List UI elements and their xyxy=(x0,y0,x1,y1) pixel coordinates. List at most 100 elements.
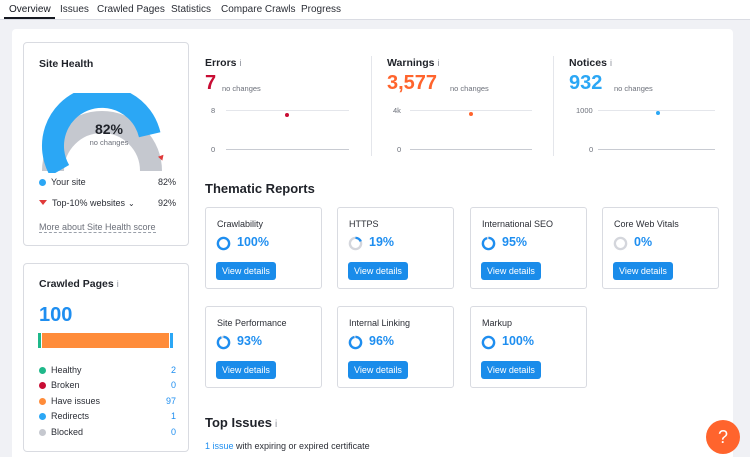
tab-progress[interactable]: Progress xyxy=(301,4,342,15)
info-icon[interactable]: i xyxy=(437,58,440,68)
report-name: Core Web Vitals xyxy=(614,219,679,229)
view-details-button[interactable]: View details xyxy=(481,262,541,280)
errors-axis-bottom: 0 xyxy=(211,145,216,154)
separator xyxy=(553,56,554,156)
have-issues-dot xyxy=(39,397,46,405)
legend-blocked: Blocked xyxy=(39,427,83,437)
progress-ring xyxy=(481,335,496,350)
report-card-core-web-vitals: Core Web Vitals 0% View details xyxy=(602,207,719,289)
report-card-markup: Markup 100% View details xyxy=(470,306,587,388)
broken-label: Broken xyxy=(51,380,80,390)
tab-crawled-pages[interactable]: Crawled Pages xyxy=(97,4,165,15)
healthy-dot xyxy=(39,366,46,374)
view-details-button[interactable]: View details xyxy=(613,262,673,280)
report-name: Internal Linking xyxy=(349,318,411,328)
gauge-fill xyxy=(42,93,161,173)
warnings-axis-top: 4k xyxy=(393,106,401,115)
view-details-button[interactable]: View details xyxy=(348,361,408,379)
bar-segment xyxy=(38,333,41,348)
legend-your-site: Your site xyxy=(39,177,86,187)
errors-grid-top xyxy=(226,110,349,111)
warnings-axis-bottom: 0 xyxy=(397,145,402,154)
report-percent: 100% xyxy=(237,235,269,249)
ring-fill xyxy=(348,335,363,350)
top-issues-title: Top Issues i xyxy=(205,415,277,430)
progress-ring xyxy=(348,335,363,350)
site-health-card: Site Health 82% no changes Your site 82%… xyxy=(23,42,189,246)
tab-issues[interactable]: Issues xyxy=(60,4,89,15)
top10-dropdown[interactable]: Top-10% websites ⌄ xyxy=(39,198,135,208)
notices-change: no changes xyxy=(614,84,653,93)
more-about-site-health-link[interactable]: More about Site Health score xyxy=(39,222,156,233)
errors-axis-top: 8 xyxy=(211,106,216,115)
your-site-value: 82% xyxy=(157,177,176,187)
view-details-button[interactable]: View details xyxy=(481,361,541,379)
view-details-button[interactable]: View details xyxy=(216,262,276,280)
report-card-crawlability: Crawlability 100% View details xyxy=(205,207,322,289)
info-icon[interactable]: i xyxy=(609,58,612,68)
help-button[interactable]: ? xyxy=(706,420,740,454)
report-name: Crawlability xyxy=(217,219,264,229)
separator xyxy=(371,56,372,156)
progress-ring xyxy=(348,236,363,251)
crawled-pages-bar xyxy=(38,333,173,348)
report-name: International SEO xyxy=(482,219,554,229)
errors-grid-base xyxy=(226,149,349,150)
top-navigation: Overview Issues Crawled Pages Statistics… xyxy=(0,0,750,20)
errors-count[interactable]: 7 xyxy=(205,72,217,94)
crawled-pages-card: Crawled Pages i 100 Healthy 2 Broken 0 Ha… xyxy=(23,263,189,452)
site-health-percent: 82% xyxy=(94,121,124,137)
warnings-point xyxy=(469,112,473,116)
tab-statistics[interactable]: Statistics xyxy=(171,4,212,15)
chevron-down-icon: ⌄ xyxy=(128,199,135,208)
issue-item: 1 issue with expiring or expired certifi… xyxy=(205,441,370,451)
crawled-pages-total[interactable]: 100 xyxy=(39,304,73,326)
ring-track xyxy=(613,236,628,251)
info-icon[interactable]: i xyxy=(274,419,278,430)
blocked-label: Blocked xyxy=(51,427,84,437)
tab-overview[interactable]: Overview xyxy=(9,4,51,15)
redirects-label: Redirects xyxy=(51,411,90,421)
ring-fill xyxy=(216,335,231,350)
notices-label-text: Notices xyxy=(569,57,607,69)
errors-label: Errors i xyxy=(205,57,242,69)
notices-label: Notices i xyxy=(569,57,612,69)
ring-fill xyxy=(481,335,496,350)
have-issues-count[interactable]: 97 xyxy=(165,396,176,406)
warnings-grid-top xyxy=(410,110,532,111)
info-icon[interactable]: i xyxy=(116,279,119,289)
broken-count[interactable]: 0 xyxy=(170,380,176,390)
thematic-reports-title: Thematic Reports xyxy=(205,181,315,196)
ring-fill xyxy=(216,236,231,251)
tab-compare-crawls[interactable]: Compare Crawls xyxy=(221,4,296,15)
progress-ring xyxy=(216,335,231,350)
crawled-pages-title-text: Crawled Pages xyxy=(39,278,114,290)
broken-dot xyxy=(39,381,46,389)
top10-label: Top-10% websites xyxy=(52,198,126,208)
notices-grid-base xyxy=(598,149,715,150)
info-icon[interactable]: i xyxy=(239,58,242,68)
view-details-button[interactable]: View details xyxy=(216,361,276,379)
report-card-site-performance: Site Performance 93% View details xyxy=(205,306,322,388)
healthy-count[interactable]: 2 xyxy=(170,365,176,375)
your-site-dot xyxy=(39,178,46,186)
blocked-count[interactable]: 0 xyxy=(170,427,176,437)
report-card-internal-linking: Internal Linking 96% View details xyxy=(337,306,454,388)
top10-value: 92% xyxy=(157,198,176,208)
issue-description: with expiring or expired certificate xyxy=(233,441,370,451)
bar-segment xyxy=(170,333,173,348)
redirects-dot xyxy=(39,412,46,420)
redirects-count[interactable]: 1 xyxy=(170,411,176,421)
warnings-label: Warnings i xyxy=(387,57,439,69)
errors-label-text: Errors xyxy=(205,57,237,69)
notices-count[interactable]: 932 xyxy=(569,72,603,94)
report-percent: 95% xyxy=(502,235,528,249)
report-name: Markup xyxy=(482,318,513,328)
your-site-label: Your site xyxy=(51,177,86,187)
legend-broken: Broken xyxy=(39,380,80,390)
report-card-international-seo: International SEO 95% View details xyxy=(470,207,587,289)
site-health-change: no changes xyxy=(89,138,129,147)
view-details-button[interactable]: View details xyxy=(348,262,408,280)
issue-link[interactable]: 1 issue xyxy=(205,441,234,451)
warnings-count[interactable]: 3,577 xyxy=(387,72,438,94)
